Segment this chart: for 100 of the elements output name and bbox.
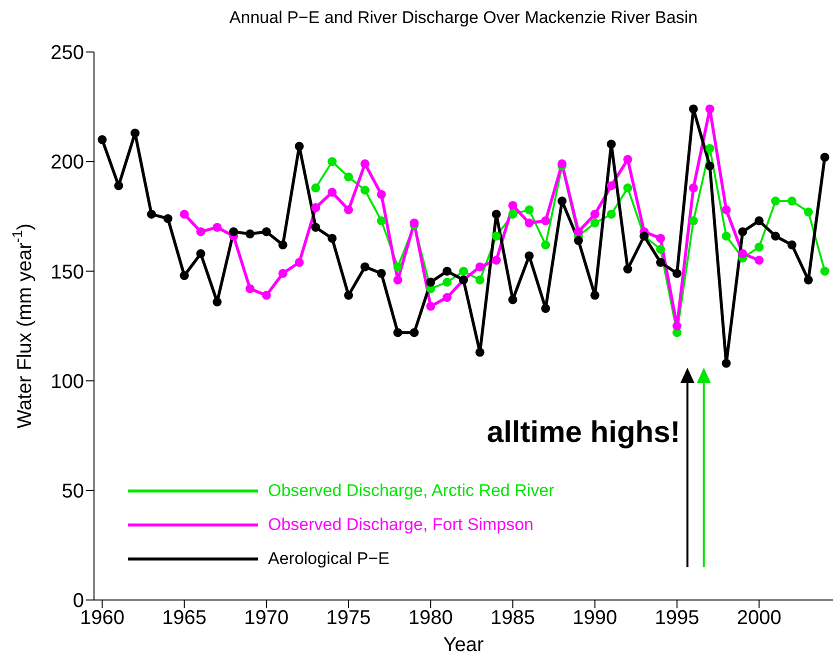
x-tick-label: 1975 — [326, 607, 371, 630]
point — [492, 232, 501, 241]
point — [590, 218, 600, 228]
point — [787, 196, 796, 206]
x-tick-label: 1985 — [490, 607, 536, 630]
point — [672, 322, 682, 330]
point — [344, 205, 354, 214]
point — [229, 227, 238, 236]
point — [114, 181, 124, 190]
point — [393, 275, 402, 284]
point — [376, 216, 386, 226]
point — [508, 210, 518, 219]
point — [130, 128, 140, 138]
point — [180, 210, 189, 219]
point — [163, 214, 172, 224]
point — [606, 181, 616, 190]
point — [508, 200, 518, 210]
x-axis-title: Year — [443, 634, 484, 656]
y-tick-label: 250 — [50, 42, 84, 64]
x-tick-label: 1970 — [244, 607, 289, 630]
point — [180, 271, 189, 280]
point — [738, 227, 748, 236]
chart-title: Annual P−E and River Discharge Over Mackenzie River Basin — [228, 8, 699, 28]
point — [804, 275, 813, 284]
point — [606, 210, 616, 219]
x-tick-label: 1980 — [408, 607, 453, 630]
x-tick-label: 1965 — [162, 607, 207, 630]
point — [558, 196, 567, 206]
point — [146, 210, 156, 219]
point — [656, 244, 666, 254]
point — [771, 196, 780, 206]
point — [820, 266, 830, 276]
point — [328, 157, 337, 166]
point — [262, 227, 271, 236]
point — [344, 290, 354, 300]
point — [492, 210, 501, 219]
point — [541, 304, 550, 313]
point — [738, 249, 748, 258]
point — [705, 104, 714, 114]
point — [475, 262, 484, 272]
point — [722, 358, 731, 368]
point — [574, 227, 583, 236]
point — [311, 203, 320, 212]
point — [442, 266, 452, 276]
point — [574, 236, 583, 246]
point — [278, 268, 288, 278]
point — [688, 104, 698, 114]
y-tick-label: 100 — [50, 370, 84, 393]
y-tick-label: 150 — [50, 261, 84, 284]
text: Aerological P−E — [268, 549, 390, 569]
x-tick-label: 1990 — [572, 607, 618, 630]
point — [541, 240, 550, 250]
point — [524, 251, 534, 260]
point — [688, 183, 698, 192]
point — [623, 183, 632, 192]
point — [212, 222, 222, 232]
point — [705, 161, 714, 170]
point — [722, 205, 731, 214]
x-tick-label: 1995 — [654, 607, 700, 630]
point — [524, 205, 534, 214]
point — [754, 216, 764, 226]
point — [360, 262, 370, 272]
point — [360, 159, 370, 168]
point — [524, 218, 534, 228]
point — [606, 140, 616, 149]
point — [442, 293, 452, 302]
point — [623, 154, 632, 164]
point — [410, 218, 419, 228]
text: Observed Discharge, Fort Simpson — [268, 515, 534, 535]
point — [475, 348, 484, 357]
point — [328, 188, 337, 197]
point — [787, 240, 796, 250]
point — [196, 249, 206, 258]
point — [393, 328, 402, 338]
point — [754, 242, 764, 252]
text: Observed Discharge, Arctic Red River — [268, 481, 554, 501]
point — [688, 216, 698, 226]
point — [590, 290, 600, 300]
point — [196, 227, 206, 236]
point — [623, 264, 632, 274]
point — [771, 232, 780, 241]
point — [98, 135, 107, 144]
point — [376, 268, 386, 278]
point — [541, 216, 550, 226]
point — [672, 268, 682, 278]
point — [705, 144, 714, 153]
point — [426, 278, 436, 287]
point — [820, 152, 830, 162]
point — [410, 328, 419, 338]
point — [212, 297, 222, 306]
point — [311, 222, 320, 232]
point — [393, 262, 402, 272]
annotation: alltime highs! — [486, 416, 680, 450]
point — [656, 234, 666, 243]
point — [294, 258, 304, 267]
point — [508, 295, 518, 304]
point — [804, 208, 813, 217]
point — [376, 190, 386, 199]
point — [278, 240, 288, 250]
point — [426, 302, 436, 311]
